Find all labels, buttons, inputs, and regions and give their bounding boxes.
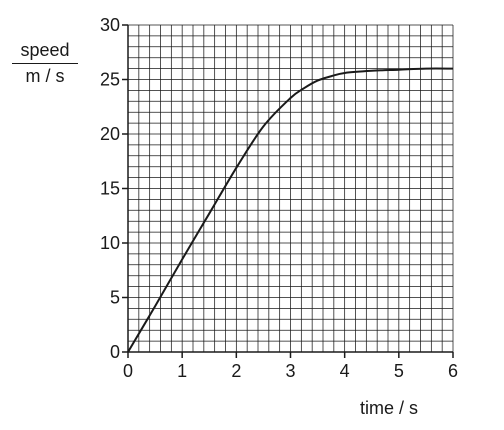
grid [127,24,454,353]
x-tick-label: 2 [231,361,241,381]
y-tick-label: 30 [100,15,120,35]
y-axis-label-numerator: speed [12,40,78,64]
y-axis-label-denominator: m / s [25,66,65,86]
ticks: 0 1 2 3 4 5 6 0 5 10 15 20 25 30 [100,15,458,381]
y-tick-label: 15 [100,179,120,199]
speed-curve [127,67,454,353]
y-axis-label: speed m / s [12,40,78,87]
x-tick-label: 1 [177,361,187,381]
y-tick-label: 10 [100,233,120,253]
x-tick-label: 0 [123,361,133,381]
x-tick-label: 4 [340,361,350,381]
y-tick-label: 5 [110,288,120,308]
series [127,67,454,353]
x-tick-label: 3 [285,361,295,381]
y-tick-label: 25 [100,70,120,90]
y-tick-label: 0 [110,342,120,362]
x-axis-label: time / s [360,398,419,418]
x-tick-label: 6 [448,361,458,381]
x-tick-label: 5 [394,361,404,381]
y-tick-label: 20 [100,124,120,144]
